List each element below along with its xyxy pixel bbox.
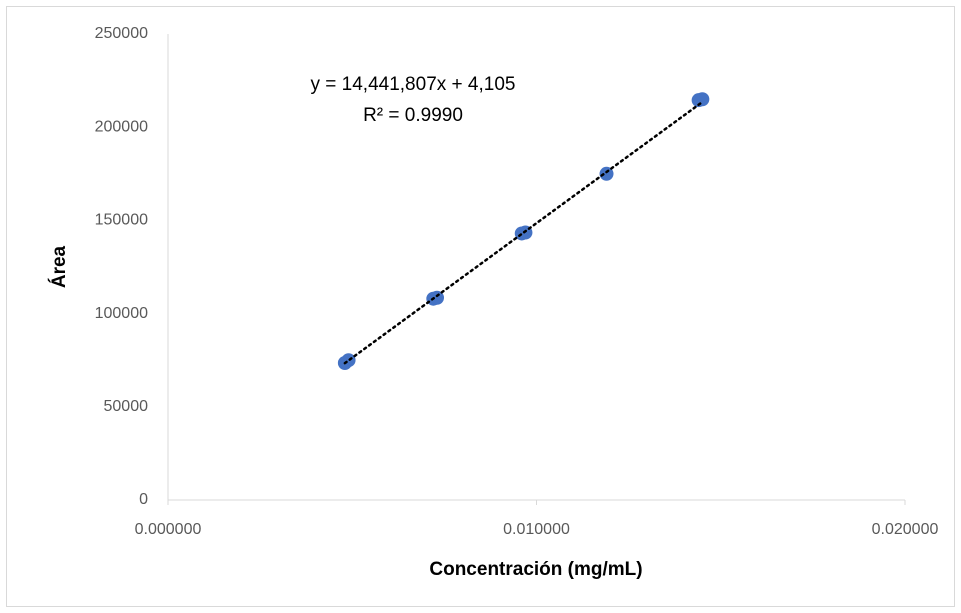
y-tick-label: 50000 xyxy=(104,398,149,415)
y-tick-label: 250000 xyxy=(95,25,148,42)
y-axis-title: Área xyxy=(48,245,70,288)
point xyxy=(599,166,614,181)
y-tick-label: 0 xyxy=(139,491,148,508)
x-axis-title: Concentración (mg/mL) xyxy=(429,559,642,580)
x-tick-label: 0.010000 xyxy=(503,521,570,538)
y-tick-label: 100000 xyxy=(95,305,148,322)
y-tick-label: 200000 xyxy=(95,118,148,135)
y-tick-label: 150000 xyxy=(95,212,148,229)
x-tick-label: 0.000000 xyxy=(135,521,202,538)
chart-frame xyxy=(6,6,955,607)
point xyxy=(695,92,710,107)
x-tick-label: 0.020000 xyxy=(872,521,939,538)
trendline xyxy=(343,100,704,365)
point xyxy=(430,290,445,305)
trendline-r2: R² = 0.9990 xyxy=(363,105,463,126)
point xyxy=(341,353,356,368)
trendline-equation: y = 14,441,807x + 4,105 xyxy=(311,74,516,95)
